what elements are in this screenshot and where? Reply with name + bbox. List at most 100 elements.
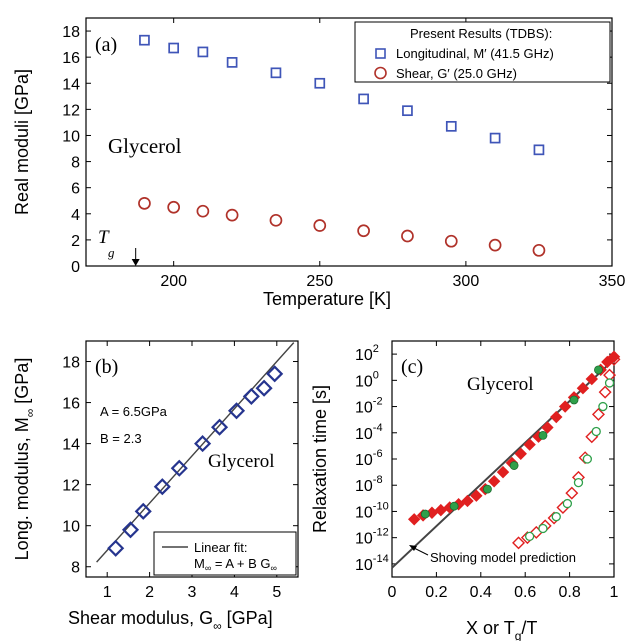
modulus-point-6 <box>211 418 229 436</box>
param-b: B = 2.3 <box>100 431 142 446</box>
legend-label-longitudinal: Longitudinal, M′ (41.5 GHz) <box>396 46 554 61</box>
relaxation-circle-filled-point-6 <box>594 365 603 375</box>
panel-c-y-tick-label-3: 10-8 <box>355 474 383 495</box>
panel-b-points <box>107 365 284 557</box>
panel-a-y-tick-label-6: 12 <box>62 102 80 119</box>
relaxation-diamond-filled-point-9 <box>487 475 501 488</box>
panel-a-yticks: 0 2 4 6 8 10 12 14 16 18 <box>62 24 612 276</box>
relaxation-circle-open-point-5 <box>582 454 593 464</box>
modulus-point-7 <box>227 402 246 420</box>
panel-c-y-tick-label-4: 10-6 <box>355 448 383 469</box>
longitudinal-point-2 <box>197 46 209 58</box>
panel-a-ylabel: Real moduli [GPa] <box>12 69 32 215</box>
eq-m: M <box>194 556 205 571</box>
longitudinal-point-8 <box>445 120 457 132</box>
panel-b-x-tick-label-1: 2 <box>145 584 154 601</box>
panel-a-annotation: Glycerol <box>108 134 182 158</box>
legend-marker-longitudinal <box>375 48 386 59</box>
panel-b-x-tick-label-0: 1 <box>103 584 112 601</box>
shear-point-5 <box>313 219 327 232</box>
fit-legend-equation: M∞ = A + B G∞ <box>194 556 277 573</box>
shear-point-4 <box>269 213 283 227</box>
relaxation-circle-open-point-1 <box>538 523 548 534</box>
panel-c-annotation: Glycerol <box>467 374 533 395</box>
panel-c-y-tick-label-2: 10-10 <box>355 500 389 521</box>
panel-b-annotation: Glycerol <box>208 451 274 472</box>
panel-c-y-tick-label-5: 10-4 <box>355 422 383 443</box>
longitudinal-point-0 <box>139 34 150 46</box>
panel-b-ylabel: Long. modulus, M∞ [GPa] <box>12 358 37 561</box>
fit-legend-title: Linear fit: <box>194 540 247 555</box>
longitudinal-point-1 <box>168 42 180 54</box>
panel-c-y-tick-label-6: 10-2 <box>355 396 383 417</box>
longitudinal-point-6 <box>358 93 369 105</box>
panel-b-y-tick-label-5: 18 <box>62 355 80 372</box>
panel-b-xlabel-text: Shear modulus, G <box>68 608 213 628</box>
shear-point-7 <box>401 229 414 243</box>
panel-c-x-tick-label-4: 0.8 <box>558 584 580 601</box>
panel-a: (a) Glycerol 200 250 300 350 0 2 4 6 8 10 12 14 16 1… <box>12 17 625 309</box>
longitudinal-point-3 <box>226 57 238 68</box>
panel-a-x-tick-label-0: 200 <box>160 273 187 290</box>
modulus-point-5 <box>194 435 212 453</box>
modulus-point-1 <box>121 521 140 539</box>
relaxation-diamond-filled-point-3 <box>434 503 448 517</box>
longitudinal-point-10 <box>533 144 545 156</box>
relaxation-diamond-filled-point-20 <box>585 372 599 386</box>
panel-c-x-tick-label-0: 0 <box>388 584 397 601</box>
relaxation-circle-open-point-3 <box>562 498 573 509</box>
panel-a-axes-frame <box>85 17 613 267</box>
panel-b-xlabel-unit: [GPa] <box>222 608 273 628</box>
shear-point-0 <box>138 196 151 210</box>
relaxation-diamond-filled-point-19 <box>576 381 590 395</box>
panel-b-x-tick-label-4: 5 <box>272 584 281 601</box>
relaxation-diamond-filled-point-22 <box>601 355 614 369</box>
panel-a-xticks: 200 250 300 350 <box>160 18 625 290</box>
shoving-arrow-head <box>409 545 417 551</box>
relaxation-diamond-open-point-10 <box>591 407 605 421</box>
panel-a-x-tick-label-1: 250 <box>306 273 333 290</box>
panel-a-y-tick-label-5: 10 <box>62 128 80 145</box>
modulus-point-8 <box>242 387 260 405</box>
shear-point-6 <box>357 224 370 238</box>
panel-a-y-tick-label-3: 6 <box>71 181 80 198</box>
shear-point-10 <box>532 243 546 257</box>
eq-rhs: = A + B G <box>211 556 270 571</box>
panel-b-legend: Linear fit: M∞ = A + B G∞ <box>153 531 297 576</box>
relaxation-diamond-filled-point-13 <box>523 438 536 451</box>
modulus-point-2 <box>134 502 152 520</box>
panel-b-x-tick-label-2: 3 <box>188 584 197 601</box>
relaxation-diamond-filled-point-0 <box>407 513 421 526</box>
panel-a-y-tick-label-8: 16 <box>62 50 80 67</box>
legend-title: Present Results (TDBS): <box>410 26 552 41</box>
relaxation-diamond-filled-point-7 <box>470 489 483 502</box>
longitudinal-point-9 <box>489 132 501 144</box>
panel-c-points <box>407 350 621 550</box>
legend-label-shear: Shear, G′ (25.0 GHz) <box>396 66 517 81</box>
param-a: A = 6.5GPa <box>100 404 168 419</box>
panel-c-xlabel-unit: /T <box>521 618 537 638</box>
modulus-point-0 <box>107 539 125 557</box>
panel-b-y-tick-label-3: 14 <box>62 437 80 454</box>
longitudinal-point-5 <box>314 77 326 89</box>
panel-c-y-tick-label-8: 102 <box>355 343 379 364</box>
panel-b-y-tick-label-1: 10 <box>62 519 80 536</box>
panel-b-ylabel-unit: [GPa] <box>12 358 32 409</box>
relaxation-circle-open-point-8 <box>604 378 615 388</box>
linear-fit-line <box>96 342 295 563</box>
tg-label: T <box>98 227 110 248</box>
panel-a-y-tick-label-4: 8 <box>71 155 80 172</box>
shear-point-2 <box>196 204 210 218</box>
panel-c-x-tick-label-2: 0.4 <box>470 584 492 601</box>
relaxation-diamond-filled-point-10 <box>496 465 510 479</box>
panel-c-xticks: 0 0.2 0.4 0.6 0.8 1 <box>388 341 619 601</box>
longitudinal-point-7 <box>402 105 413 117</box>
relaxation-diamond-filled-point-12 <box>514 447 527 460</box>
relaxation-diamond-filled-point-6 <box>461 494 474 508</box>
panel-b-ylabel-text: Long. modulus, M <box>12 417 32 560</box>
relaxation-diamond-filled-point-23 <box>607 350 621 363</box>
panel-a-label: (a) <box>95 34 117 56</box>
panel-b-label: (b) <box>95 356 118 378</box>
relaxation-diamond-filled-point-15 <box>541 421 554 434</box>
